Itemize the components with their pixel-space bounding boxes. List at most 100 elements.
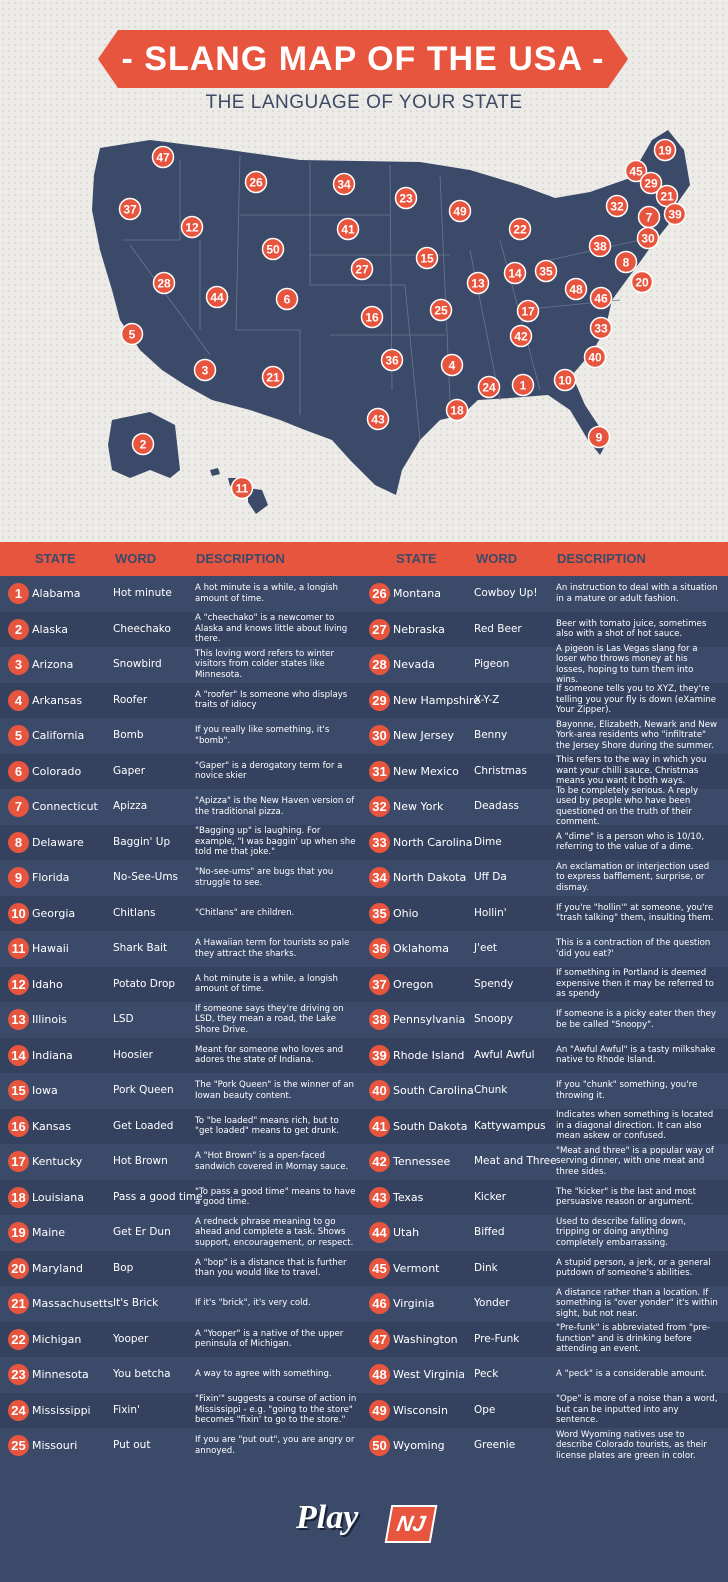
table-row: 22 Michigan Yooper A "Yooper" is a native o… [0,1321,728,1357]
row-description: If it's "brick", it's very cold. [195,1298,311,1309]
row-description: Used to describe falling down, tripping … [556,1216,686,1248]
row-description: A "bop" is a distance that is further th… [195,1257,347,1279]
row-description: "Bagging up" is laughing. For example, "… [195,826,356,858]
map-badge: 34 [332,172,356,196]
row-number-badge: 18 [8,1186,29,1208]
header-area: - SLANG MAP OF THE USA - THE LANGUAGE OF… [0,0,728,540]
row-state: New Hampshire [393,693,481,707]
page-subtitle: THE LANGUAGE OF YOUR STATE [205,92,523,113]
map-badge: 10 [553,368,577,392]
row-description: The "Pork Queen" is the winner of an Iow… [195,1080,354,1101]
row-state: Rhode Island [393,1048,465,1062]
row-number-badge: 4 [8,689,29,711]
map-badge: 25 [429,298,453,322]
row-state: Delaware [32,835,84,849]
map-badge: 21 [655,184,679,208]
row-state: Tennessee [393,1155,451,1168]
row-description: If someone tells you to XYZ, they're tel… [556,684,717,716]
row-state: Alaska [32,622,68,636]
row-number-badge: 3 [8,654,29,675]
map-badge: 22 [508,217,532,241]
map-badge-label: 14 [508,267,522,281]
row-description: "To pass a good time" means to have a go… [195,1186,356,1208]
row-state: Iowa [32,1084,58,1097]
map-badge: 49 [448,199,472,223]
row-description: An exclamation or interjection used to e… [556,861,710,893]
map-badge: 26 [244,170,268,194]
row-state: Connecticut [32,800,98,813]
row-state: Wyoming [393,1439,445,1452]
row-description: An "Awful Awful" is a tasty milkshake na… [556,1044,716,1066]
row-word: X-Y-Z [474,693,500,706]
row-state: South Dakota [393,1119,468,1133]
row-word: LSD [113,1013,134,1025]
row-number-badge: 32 [369,796,390,817]
row-number-badge: 40 [369,1080,390,1101]
map-badge-label: 37 [123,203,137,217]
row-description: A "dime" is a person who is 10/10, refer… [556,831,705,853]
row-number-badge: 24 [8,1399,29,1421]
row-number-badge: 37 [369,973,390,995]
row-number-badge: 17 [8,1151,29,1172]
row-description: Bayonne, Elizabeth, Newark and New York-… [556,719,718,751]
row-word: Pork Queen [113,1084,174,1096]
row-number-badge: 36 [369,938,390,959]
row-state: Texas [393,1190,424,1204]
map-badge-label: 22 [513,223,527,237]
row-number-badge: 21 [8,1293,29,1314]
map-badge: 2 [131,432,155,456]
row-number-badge: 28 [369,654,390,675]
row-description: A "cheechako" is a newcomer to Alaska an… [195,613,348,645]
map-badge: 3 [193,358,217,382]
table-row: 17 Kentucky Hot Brown A "Hot Brown" is a op… [0,1144,728,1179]
map-badge-label: 29 [644,177,658,191]
logo-nj-badge: NJ [384,1505,438,1543]
playnj-logo[interactable]: Play NJ [296,1495,438,1547]
table-row: 2 Alaska Cheechako A "cheechako" is a newco… [0,611,728,647]
row-word: Hot Brown [113,1155,168,1167]
row-state: Alabama [32,587,81,600]
row-number-badge: 11 [8,938,29,959]
row-description: Beer with tomato juice, sometimes also w… [556,618,707,640]
map-badge: 50 [261,237,285,261]
map-badge: 19 [653,138,677,162]
map-badge-label: 4 [449,359,456,373]
map-badge: 12 [180,215,204,239]
row-number-badge: 14 [8,1044,29,1066]
table-row: 6 Colorado Gaper "Gaper" is a derogatory te… [0,753,728,789]
map-badge-label: 48 [569,283,583,297]
row-number-badge: 10 [8,902,29,924]
row-description: This loving word refers to winter visito… [195,648,334,680]
map-badge-label: 1 [520,379,527,393]
map-badge: 13 [466,271,490,295]
row-word: Kattywampus [474,1119,546,1132]
map-badge: 41 [336,217,360,241]
table-row: 14 Indiana Hoosier Meant for someone who lo… [0,1037,728,1073]
map-badge: 21 [261,365,285,389]
row-state: North Carolina [393,835,473,849]
row-number-badge: 8 [8,831,29,853]
row-number-badge: 30 [369,725,390,746]
map-badge-label: 12 [185,221,199,235]
row-description: "Ope" is more of a noise than a word, bu… [556,1394,718,1426]
map-badge: 16 [360,305,384,329]
row-word: Chunk [474,1084,508,1096]
map-badge-label: 28 [157,277,171,291]
map-badge-label: 34 [337,178,351,192]
hawaii-shape [210,468,268,514]
row-word: Baggin' Up [113,835,171,848]
row-number-badge: 12 [8,973,29,995]
map-badge-label: 15 [420,252,434,266]
row-number-badge: 13 [8,1009,29,1030]
row-description: "Fixin'" suggests a course of action in … [195,1394,357,1426]
title-ribbon: - SLANG MAP OF THE USA - [98,30,628,88]
row-number-badge: 34 [369,867,390,888]
row-number-badge: 20 [8,1257,29,1279]
col-state-left: STATE [35,551,76,566]
map-badge: 28 [152,271,176,295]
row-number-badge: 19 [8,1222,29,1243]
row-description: A "Yooper" is a native of the upper peni… [195,1328,344,1350]
row-state: Michigan [32,1332,82,1346]
map-badge-label: 5 [129,328,136,342]
table-row: 11 Hawaii Shark Bait A Hawaiian term for to… [0,931,728,966]
